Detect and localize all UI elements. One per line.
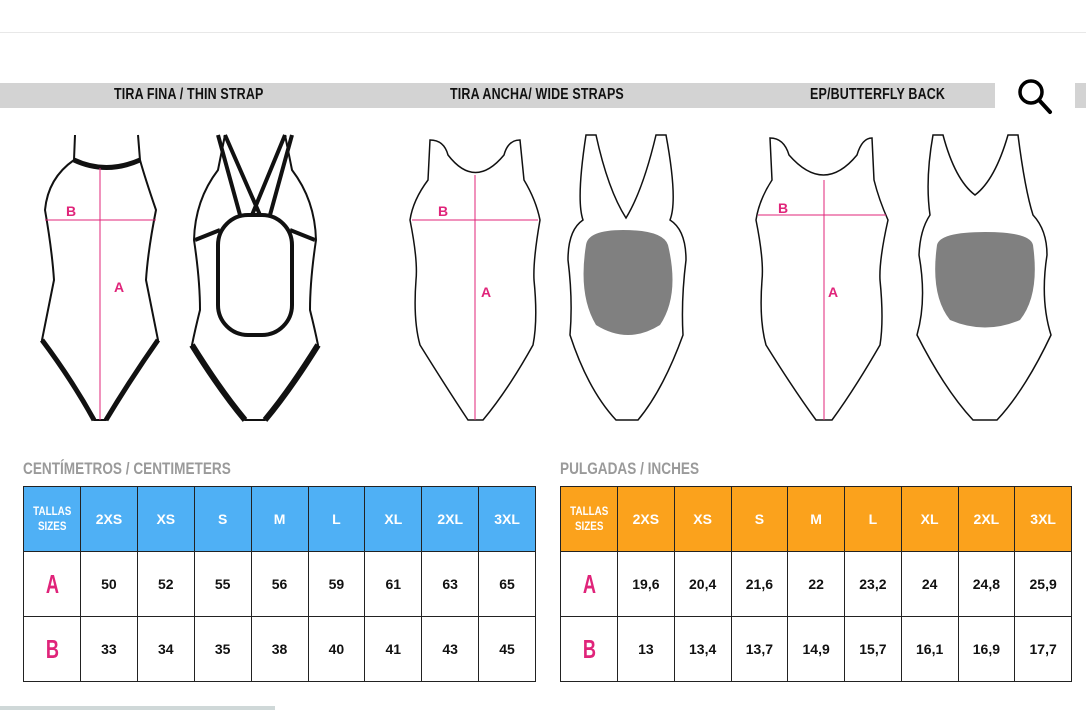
- sizes-corner-cell: TALLAS SIZES: [560, 486, 618, 552]
- size-header: 2XL: [957, 486, 1016, 552]
- size-header: L: [844, 486, 902, 552]
- size-header: S: [193, 486, 252, 552]
- measure-label-cell: A: [23, 551, 81, 617]
- label-a: A: [114, 279, 124, 295]
- measurement-cell: 52: [136, 551, 195, 617]
- measure-label: A: [45, 568, 59, 599]
- size-header: 2XS: [80, 486, 138, 552]
- measurement-cell: 63: [421, 551, 480, 617]
- table-row: A 50 52 55 56 59 61 63 65: [23, 551, 536, 617]
- measurement-cell: 16,9: [957, 616, 1016, 682]
- measurement-cell: 13: [617, 616, 675, 682]
- measurement-cell: 38: [250, 616, 309, 682]
- size-header: M: [787, 486, 845, 552]
- measurement-cell: 35: [193, 616, 252, 682]
- wide-strap-back: [567, 134, 687, 421]
- measurement-cell: 20,4: [673, 551, 732, 617]
- thin-strap-front: [39, 134, 161, 422]
- measurement-cell: 59: [307, 551, 366, 617]
- measurement-cell: 34: [136, 616, 195, 682]
- style-label-wide-straps: TIRA ANCHA/ WIDE STRAPS: [450, 86, 624, 103]
- measurement-cell: 33: [80, 616, 138, 682]
- measurement-cell: 19,6: [617, 551, 675, 617]
- sizes-label: SIZES: [574, 519, 604, 533]
- table-row: B 33 34 35 38 40 41 43 45: [23, 616, 536, 682]
- measurement-cell: 17,7: [1014, 616, 1072, 682]
- inches-size-table: TALLAS SIZES 2XS XS S M L XL 2XL 3XL A 19,6 20,4 21,6…: [560, 486, 1072, 682]
- search-icon: [1018, 79, 1052, 114]
- measurement-cell: 25,9: [1014, 551, 1072, 617]
- swimsuit-diagrams: B A B A B A: [39, 134, 1052, 422]
- table-row: B 13 13,4 13,7 14,9 15,7 16,1 16,9 17,7: [560, 616, 1072, 682]
- measure-label: B: [582, 633, 596, 664]
- label-a: A: [828, 284, 838, 300]
- measure-label-cell: B: [560, 616, 618, 682]
- measurement-cell: 65: [478, 551, 536, 617]
- measurement-cell: 41: [364, 616, 423, 682]
- sizes-label: SIZES: [37, 519, 67, 533]
- label-b: B: [66, 203, 76, 219]
- label-b: B: [778, 200, 788, 216]
- cm-table-title: CENTÍMETROS / CENTIMETERS: [23, 459, 231, 478]
- measure-label-cell: B: [23, 616, 81, 682]
- butterfly-back: [916, 134, 1052, 421]
- size-header: 3XL: [1014, 486, 1072, 552]
- measurement-cell: 21,6: [730, 551, 789, 617]
- size-header: 2XS: [617, 486, 675, 552]
- sizes-corner-cell: TALLAS SIZES: [23, 486, 81, 552]
- measurement-cell: 50: [80, 551, 138, 617]
- style-label-thin-strap: TIRA FINA / THIN STRAP: [114, 86, 264, 103]
- header-row: TALLAS SIZES 2XS XS S M L XL 2XL 3XL: [560, 486, 1072, 552]
- size-header: XL: [364, 486, 423, 552]
- measurement-cell: 55: [193, 551, 252, 617]
- measurement-cell: 16,1: [900, 616, 959, 682]
- inches-table-title: PULGADAS / INCHES: [560, 459, 700, 478]
- measurement-cell: 24: [900, 551, 959, 617]
- size-header: XS: [136, 486, 195, 552]
- measurement-cell: 23,2: [844, 551, 902, 617]
- measurement-cell: 43: [421, 616, 480, 682]
- size-header: S: [730, 486, 789, 552]
- size-header: 3XL: [478, 486, 536, 552]
- label-a: A: [481, 284, 491, 300]
- measurement-cell: 15,7: [844, 616, 902, 682]
- scroll-indicator: [0, 706, 275, 710]
- measurement-cell: 45: [478, 616, 536, 682]
- measurement-cell: 56: [250, 551, 309, 617]
- measure-label: B: [45, 633, 59, 664]
- size-header: XL: [900, 486, 959, 552]
- size-header: 2XL: [421, 486, 480, 552]
- header-row: TALLAS SIZES 2XS XS S M L XL 2XL 3XL: [23, 486, 536, 552]
- thin-strap-back: [189, 134, 321, 422]
- measurement-cell: 14,9: [787, 616, 845, 682]
- tallas-label: TALLAS: [32, 504, 72, 518]
- label-b: B: [438, 203, 448, 219]
- wide-strap-front: [409, 139, 541, 421]
- measurement-cell: 22: [787, 551, 845, 617]
- measurement-cell: 61: [364, 551, 423, 617]
- measurement-cell: 24,8: [957, 551, 1016, 617]
- cm-size-table: TALLAS SIZES 2XS XS S M L XL 2XL 3XL A 50 52 55 56 59 61…: [23, 486, 536, 682]
- measure-label: A: [582, 568, 596, 599]
- style-label-butterfly-back: EP/BUTTERFLY BACK: [810, 86, 946, 103]
- style-header-band: [0, 83, 1086, 108]
- divider: [0, 32, 1086, 33]
- search-button[interactable]: [995, 73, 1075, 119]
- measurement-cell: 13,4: [673, 616, 732, 682]
- measurement-cell: 40: [307, 616, 366, 682]
- tallas-label: TALLAS: [569, 504, 609, 518]
- measure-label-cell: A: [560, 551, 618, 617]
- size-header: M: [250, 486, 309, 552]
- table-row: A 19,6 20,4 21,6 22 23,2 24 24,8 25,9: [560, 551, 1072, 617]
- butterfly-front: [755, 137, 889, 421]
- size-header: L: [307, 486, 366, 552]
- size-header: XS: [673, 486, 732, 552]
- measurement-cell: 13,7: [730, 616, 789, 682]
